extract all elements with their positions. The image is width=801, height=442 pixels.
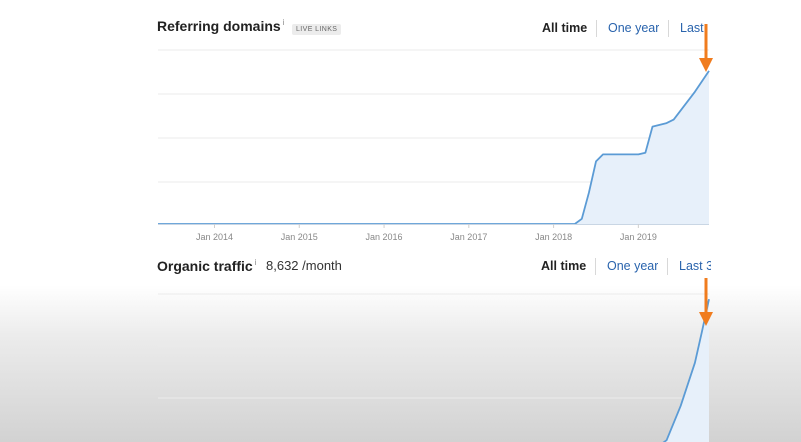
x-tick-label: Jan 2019 bbox=[620, 232, 657, 242]
arrow-down-icon bbox=[699, 278, 713, 326]
range-divider bbox=[595, 258, 596, 275]
organic-traffic-panel: Organic traffic i 8,632 /month All time O… bbox=[0, 250, 801, 442]
series-line bbox=[158, 70, 710, 225]
x-tick-label: Jan 2017 bbox=[450, 232, 487, 242]
x-tick-label: Jan 2016 bbox=[366, 232, 403, 242]
range-divider bbox=[596, 20, 597, 37]
referring-domains-title: Referring domains i bbox=[157, 18, 284, 34]
series-area bbox=[664, 299, 709, 442]
series-area bbox=[158, 70, 709, 225]
series-line bbox=[662, 299, 710, 442]
range-one-year-button[interactable]: One year bbox=[607, 259, 659, 273]
organic-traffic-chart bbox=[158, 278, 713, 442]
range-divider bbox=[667, 258, 668, 275]
range-all-time-button[interactable]: All time bbox=[541, 259, 587, 273]
range-divider bbox=[668, 20, 669, 37]
organic-traffic-title: Organic traffic i bbox=[157, 258, 256, 274]
x-tick-label: Jan 2015 bbox=[281, 232, 318, 242]
organic-traffic-value: 8,632 /month bbox=[266, 258, 342, 273]
range-last-button[interactable]: Last 3 bbox=[679, 259, 711, 273]
organic-traffic-title-text: Organic traffic bbox=[157, 258, 253, 274]
arrow-down-icon bbox=[699, 24, 713, 72]
range-all-time-button[interactable]: All time bbox=[542, 21, 588, 35]
referring-domains-title-text: Referring domains bbox=[157, 18, 281, 34]
range-last-button[interactable]: Last bbox=[680, 21, 704, 35]
info-icon[interactable]: i bbox=[254, 258, 257, 268]
referring-domains-panel: Referring domains i LIVE LINKS All time O… bbox=[157, 18, 713, 242]
live-links-badge: LIVE LINKS bbox=[292, 24, 342, 35]
referring-domains-chart: Jan 2014 Jan 2015 Jan 2016 Jan 2017 Jan 2018… bbox=[158, 24, 713, 242]
x-tick-label: Jan 2018 bbox=[535, 232, 572, 242]
info-icon[interactable]: i bbox=[282, 18, 285, 28]
range-one-year-button[interactable]: One year bbox=[608, 21, 660, 35]
x-tick-label: Jan 2014 bbox=[196, 232, 233, 242]
